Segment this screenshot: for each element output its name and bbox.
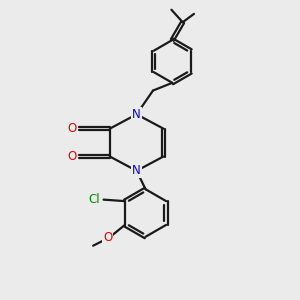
Text: N: N <box>132 164 141 177</box>
Text: O: O <box>103 231 112 244</box>
Text: N: N <box>132 108 141 121</box>
Text: Cl: Cl <box>89 193 100 206</box>
Text: O: O <box>67 150 76 163</box>
Text: O: O <box>67 122 76 135</box>
